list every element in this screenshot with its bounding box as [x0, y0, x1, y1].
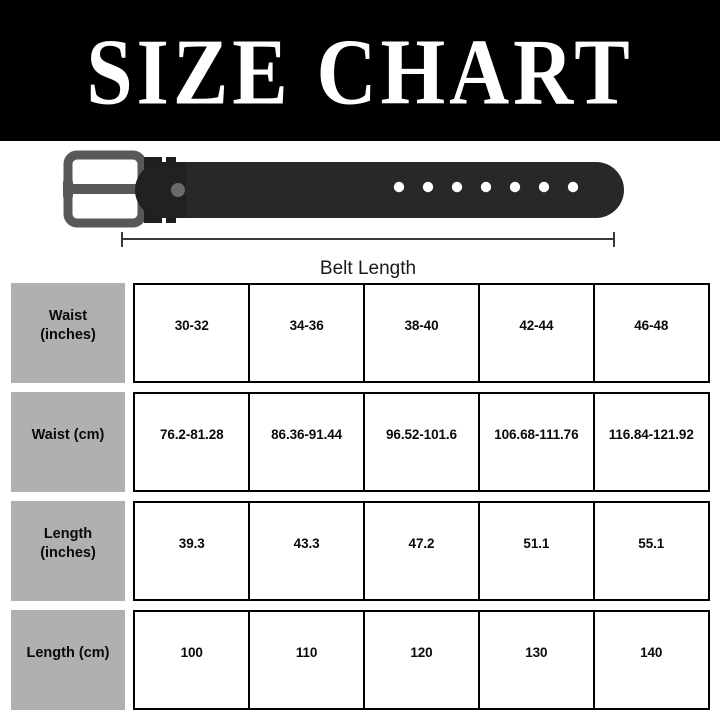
cell-value: 106.68-111.76	[494, 426, 579, 442]
belt-strap-end	[135, 162, 186, 218]
table-cell: 76.2-81.28	[133, 392, 251, 492]
cell-value: 55.1	[638, 535, 665, 551]
table-cell: 39.3	[133, 501, 251, 601]
belt-hole	[480, 181, 492, 193]
table-row: Length (inches) 39.3 43.3 47.2 51.1 55.1	[0, 501, 720, 601]
row-header-line: Waist (cm)	[31, 426, 105, 443]
cell-value: 51.1	[523, 535, 550, 551]
belt-strap	[160, 162, 624, 218]
cell-value: 34-36	[289, 317, 324, 333]
table-cell: 51.1	[477, 501, 596, 601]
row-header-line: (inches)	[40, 545, 96, 561]
table-row: Length (cm) 100 110 120 130 140	[0, 610, 720, 710]
cell-value: 39.3	[178, 535, 205, 551]
table-cell: 42-44	[477, 283, 596, 383]
belt-hole	[451, 181, 463, 193]
row-header-waist-cm: Waist (cm)	[11, 392, 125, 492]
table-cell: 110	[247, 610, 366, 710]
row-header-waist-inches: Waist (inches)	[11, 283, 125, 383]
table-row: Waist (inches) 30-32 34-36 38-40 42-44 4…	[0, 283, 720, 383]
table-cell: 130	[477, 610, 596, 710]
cell-value: 38-40	[404, 317, 439, 333]
buckle-icon	[63, 150, 147, 228]
cell-value: 86.36-91.44	[271, 426, 343, 442]
table-row: Waist (cm) 76.2-81.28 86.36-91.44 96.52-…	[0, 392, 720, 492]
cell-value: 120	[410, 644, 433, 660]
table-cell: 30-32	[133, 283, 251, 383]
table-cell: 120	[362, 610, 481, 710]
table-cell: 116.84-121.92	[592, 392, 710, 492]
cell-value: 46-48	[634, 317, 669, 333]
page-title: SIZE CHART	[86, 19, 634, 125]
row-header-length-cm: Length (cm)	[11, 610, 125, 710]
row-cells: 100 110 120 130 140	[133, 610, 710, 710]
table-cell: 38-40	[362, 283, 481, 383]
cell-value: 110	[295, 644, 318, 660]
table-cell: 47.2	[362, 501, 481, 601]
cell-value: 76.2-81.28	[159, 426, 224, 442]
title-banner: SIZE CHART	[0, 0, 720, 141]
table-cell: 43.3	[247, 501, 366, 601]
cell-value: 96.52-101.6	[386, 426, 457, 442]
belt-graphic: Belt Length	[63, 150, 624, 279]
row-header-line: Length (cm)	[26, 644, 110, 661]
belt-hole	[567, 181, 579, 193]
table-cell: 55.1	[592, 501, 710, 601]
belt-hole	[393, 181, 405, 193]
rivet-icon	[171, 183, 185, 197]
row-cells: 39.3 43.3 47.2 51.1 55.1	[133, 501, 710, 601]
cell-value: 140	[640, 644, 663, 660]
cell-value: 43.3	[293, 535, 320, 551]
belt-hole	[509, 181, 521, 193]
cell-value: 116.84-121.92	[608, 426, 694, 442]
row-header-line: Waist	[48, 308, 88, 325]
cell-value: 100	[180, 644, 203, 660]
size-table: Waist (inches) 30-32 34-36 38-40 42-44 4…	[0, 283, 720, 720]
belt-illustration: Belt Length	[0, 141, 720, 283]
cell-value: 47.2	[408, 535, 435, 551]
belt-hole	[538, 181, 550, 193]
table-cell: 96.52-101.6	[362, 392, 481, 492]
table-cell: 46-48	[592, 283, 710, 383]
dimension-line	[121, 232, 615, 247]
table-cell: 100	[133, 610, 251, 710]
table-cell: 106.68-111.76	[477, 392, 596, 492]
cell-value: 42-44	[519, 317, 554, 333]
table-cell: 140	[592, 610, 710, 710]
row-cells: 30-32 34-36 38-40 42-44 46-48	[133, 283, 710, 383]
belt-length-label: Belt Length	[320, 258, 416, 279]
table-cell: 34-36	[247, 283, 366, 383]
row-header-line: Length	[43, 526, 93, 543]
cell-value: 130	[525, 644, 548, 660]
row-header-line: (inches)	[40, 327, 96, 343]
row-cells: 76.2-81.28 86.36-91.44 96.52-101.6 106.6…	[133, 392, 710, 492]
belt-holes	[393, 181, 579, 193]
belt-hole	[422, 181, 434, 193]
cell-value: 30-32	[174, 317, 209, 333]
row-header-length-inches: Length (inches)	[11, 501, 125, 601]
table-cell: 86.36-91.44	[247, 392, 366, 492]
